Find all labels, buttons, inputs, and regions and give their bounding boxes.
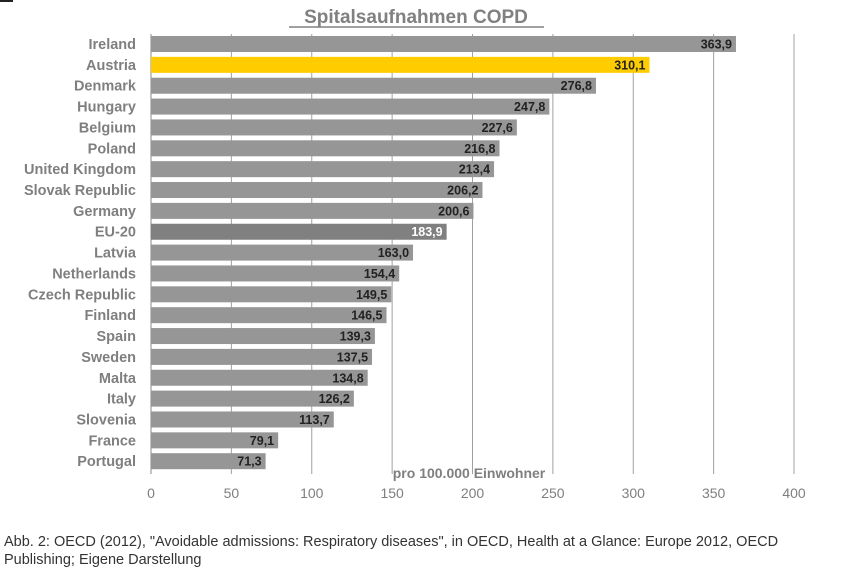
x-tick-label-250: 250 xyxy=(541,485,565,501)
category-labels: Ireland Austria Denmark Hungary Belgium Polan… xyxy=(24,37,137,470)
category-label-slovenia: Slovenia xyxy=(76,412,137,428)
category-label-ireland: Ireland xyxy=(88,37,136,53)
bar-united-kingdom xyxy=(151,161,495,178)
category-label-sweden: Sweden xyxy=(81,350,136,366)
category-label-belgium: Belgium xyxy=(79,120,136,136)
category-label-hungary: Hungary xyxy=(77,100,136,116)
value-label-france: 79,1 xyxy=(250,434,274,448)
category-label-czech-republic: Czech Republic xyxy=(28,287,136,303)
bar-austria xyxy=(151,56,650,73)
value-label-malta: 134,8 xyxy=(332,371,363,385)
category-label-germany: Germany xyxy=(73,204,136,220)
category-label-denmark: Denmark xyxy=(74,79,137,95)
value-label-poland: 216,8 xyxy=(464,142,495,156)
bar-sweden xyxy=(151,348,373,365)
x-tick-label-100: 100 xyxy=(300,485,324,501)
value-label-united-kingdom: 213,4 xyxy=(459,163,490,177)
corner-mark xyxy=(0,0,13,2)
category-label-finland: Finland xyxy=(84,308,136,324)
value-label-sweden: 137,5 xyxy=(337,350,368,364)
category-label-eu-20: EU-20 xyxy=(95,225,136,241)
bar-chart: Spitalsaufnahmen COPD 363,9 310,1 276,8 247… xyxy=(24,7,806,501)
x-tick-label-400: 400 xyxy=(782,485,806,501)
value-label-austria: 310,1 xyxy=(614,58,645,72)
bar-hungary xyxy=(151,98,550,115)
x-axis-label: pro 100.000 Einwohner xyxy=(393,465,546,481)
chart-title: Spitalsaufnahmen COPD xyxy=(304,7,528,28)
bar-latvia xyxy=(151,244,414,261)
value-label-spain: 139,3 xyxy=(340,330,371,344)
category-label-austria: Austria xyxy=(86,58,137,74)
bar-netherlands xyxy=(151,265,400,282)
bar-finland xyxy=(151,307,387,324)
category-label-italy: Italy xyxy=(107,392,136,408)
bar-poland xyxy=(151,140,500,157)
bar-denmark xyxy=(151,77,596,94)
category-label-portugal: Portugal xyxy=(77,454,136,470)
category-label-slovak-republic: Slovak Republic xyxy=(24,183,136,199)
value-label-eu-20: 183,9 xyxy=(411,225,442,239)
x-tick-label-350: 350 xyxy=(702,485,726,501)
x-tick-label-200: 200 xyxy=(461,485,485,501)
bar-france xyxy=(151,432,279,449)
x-tick-label-0: 0 xyxy=(147,485,155,501)
value-label-germany: 200,6 xyxy=(438,204,469,218)
bar-eu-20 xyxy=(151,223,447,240)
x-tick-label-300: 300 xyxy=(622,485,646,501)
category-label-spain: Spain xyxy=(97,329,136,345)
value-label-finland: 146,5 xyxy=(351,309,382,323)
x-tick-label-150: 150 xyxy=(380,485,404,501)
bar-ireland xyxy=(151,36,736,52)
x-tick-labels: 0 50 100 150 200 250 300 350 400 xyxy=(147,485,806,501)
value-label-denmark: 276,8 xyxy=(561,79,592,93)
bar-slovak-republic xyxy=(151,182,483,199)
bar-portugal xyxy=(151,453,266,470)
bar-belgium xyxy=(151,119,517,136)
value-label-slovenia: 113,7 xyxy=(299,413,330,427)
figure-caption: Abb. 2: OECD (2012), "Avoidable admissio… xyxy=(4,534,779,568)
category-label-united-kingdom: United Kingdom xyxy=(24,162,136,178)
category-label-netherlands: Netherlands xyxy=(52,266,136,282)
category-label-poland: Poland xyxy=(88,141,136,157)
bar-czech-republic xyxy=(151,286,392,303)
category-label-france: France xyxy=(88,433,136,449)
category-label-latvia: Latvia xyxy=(94,246,137,262)
value-label-hungary: 247,8 xyxy=(514,100,545,114)
value-label-ireland: 363,9 xyxy=(701,38,732,52)
bar-malta xyxy=(151,369,368,386)
value-label-portugal: 71,3 xyxy=(237,455,261,469)
value-label-slovak-republic: 206,2 xyxy=(447,184,478,198)
bar-germany xyxy=(151,202,474,219)
bar-slovenia xyxy=(151,411,334,428)
x-tick-label-50: 50 xyxy=(224,485,240,501)
value-label-netherlands: 154,4 xyxy=(364,267,395,281)
value-label-italy: 126,2 xyxy=(319,392,350,406)
category-label-malta: Malta xyxy=(99,371,137,387)
value-label-belgium: 227,6 xyxy=(482,121,513,135)
value-label-czech-republic: 149,5 xyxy=(356,288,387,302)
bar-spain xyxy=(151,328,375,345)
value-label-latvia: 163,0 xyxy=(378,246,409,260)
bar-italy xyxy=(151,390,354,407)
